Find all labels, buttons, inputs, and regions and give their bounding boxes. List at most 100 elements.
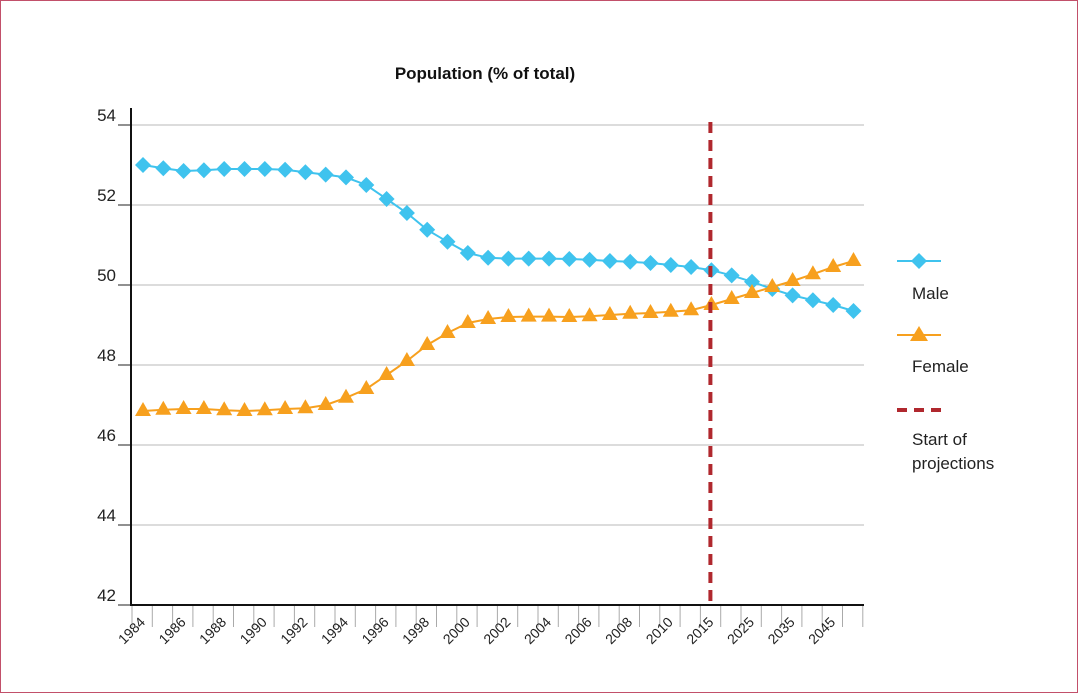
male-point (825, 297, 842, 313)
legend-female-triangle-icon (910, 326, 928, 341)
legend-projection-label-line2: projections (912, 454, 994, 473)
male-point (459, 245, 476, 261)
female-point (459, 314, 476, 328)
male-point (277, 161, 294, 178)
male-point (845, 303, 862, 319)
x-tick-label: 1996 (358, 614, 391, 647)
series-line-male (142, 164, 854, 312)
y-tick-label: 44 (97, 506, 116, 525)
male-point (135, 157, 151, 173)
male-point (601, 253, 618, 269)
y-axis-ticks: 54 52 50 48 46 44 42 (97, 106, 131, 606)
x-axis-ticks: 1984 1986 1988 1990 1992 1994 1996 1998 2000 2002… (115, 605, 864, 647)
female-point (216, 401, 233, 416)
female-point (561, 308, 578, 322)
male-point (317, 166, 334, 183)
x-tick-label: 2006 (561, 614, 594, 647)
chart-title: Population (% of total) (395, 64, 575, 83)
y-tick-label: 46 (97, 426, 116, 445)
female-point (358, 380, 375, 394)
male-point (500, 250, 517, 267)
female-point (683, 301, 700, 316)
x-tick-label: 2008 (602, 614, 635, 647)
x-tick-label: 1986 (155, 614, 188, 647)
x-tick-label: 2015 (683, 614, 716, 647)
male-point (358, 177, 375, 193)
female-point (135, 402, 151, 416)
female-point (277, 400, 294, 414)
male-point (541, 250, 557, 267)
male-point (622, 253, 639, 270)
male-point (236, 161, 253, 177)
female-point (480, 310, 497, 324)
male-point (480, 249, 497, 266)
female-point (642, 304, 659, 318)
female-point (500, 308, 517, 322)
female-point (155, 400, 172, 415)
female-point (825, 258, 842, 272)
male-point (155, 160, 172, 177)
y-tick-label: 52 (97, 186, 116, 205)
x-tick-label: 2010 (643, 614, 676, 647)
legend-female-label: Female (912, 357, 969, 376)
female-point (297, 399, 314, 414)
x-tick-label: 1992 (277, 614, 310, 647)
male-point (784, 287, 801, 304)
male-point (642, 255, 659, 271)
legend-item-male: Male (897, 253, 949, 303)
legend-male-diamond-icon (911, 253, 927, 269)
legend-male-label: Male (912, 284, 949, 303)
y-tick-label: 48 (97, 346, 116, 365)
female-point (398, 352, 415, 366)
female-point (541, 307, 557, 322)
female-point (784, 272, 801, 286)
male-point (419, 221, 436, 238)
female-point (236, 402, 253, 416)
female-point (378, 366, 395, 380)
x-tick-label: 1990 (237, 614, 270, 647)
male-point (338, 169, 354, 186)
x-tick-label: 2000 (440, 614, 473, 647)
male-point (378, 191, 395, 207)
female-point (439, 324, 456, 338)
male-point (723, 267, 740, 284)
male-point (398, 205, 415, 221)
female-point (723, 290, 740, 304)
male-point (581, 251, 598, 268)
x-tick-label: 2035 (764, 614, 797, 647)
legend-projection-label-line1: Start of (912, 430, 967, 449)
male-point (175, 163, 192, 179)
female-point (175, 400, 192, 414)
female-point (256, 401, 273, 416)
female-point (744, 284, 760, 298)
female-point (845, 252, 862, 266)
male-point (804, 292, 821, 309)
female-point (601, 306, 618, 320)
male-point (297, 164, 314, 181)
female-point (622, 304, 639, 319)
y-tick-label: 42 (97, 586, 116, 605)
legend: Male Female Start of projections (897, 253, 994, 473)
female-point (581, 307, 598, 322)
x-tick-label: 1988 (196, 614, 229, 647)
x-tick-label: 2002 (480, 614, 513, 647)
female-point (662, 302, 679, 317)
x-tick-label: 1998 (399, 614, 432, 647)
female-point (338, 388, 354, 403)
grid-lines (131, 124, 864, 526)
x-tick-label: 1984 (115, 614, 148, 647)
legend-item-female: Female (897, 326, 969, 376)
male-point (195, 162, 212, 179)
female-point (764, 278, 781, 292)
series-group (135, 157, 862, 416)
x-tick-label: 1994 (318, 614, 351, 647)
male-point (561, 251, 578, 267)
male-point (216, 161, 233, 177)
y-tick-label: 50 (97, 266, 116, 285)
female-point (195, 400, 212, 414)
x-tick-label: 2004 (521, 614, 554, 647)
male-point (520, 250, 537, 267)
female-point (317, 396, 334, 410)
x-tick-label: 2025 (724, 614, 757, 647)
male-point (439, 233, 456, 250)
